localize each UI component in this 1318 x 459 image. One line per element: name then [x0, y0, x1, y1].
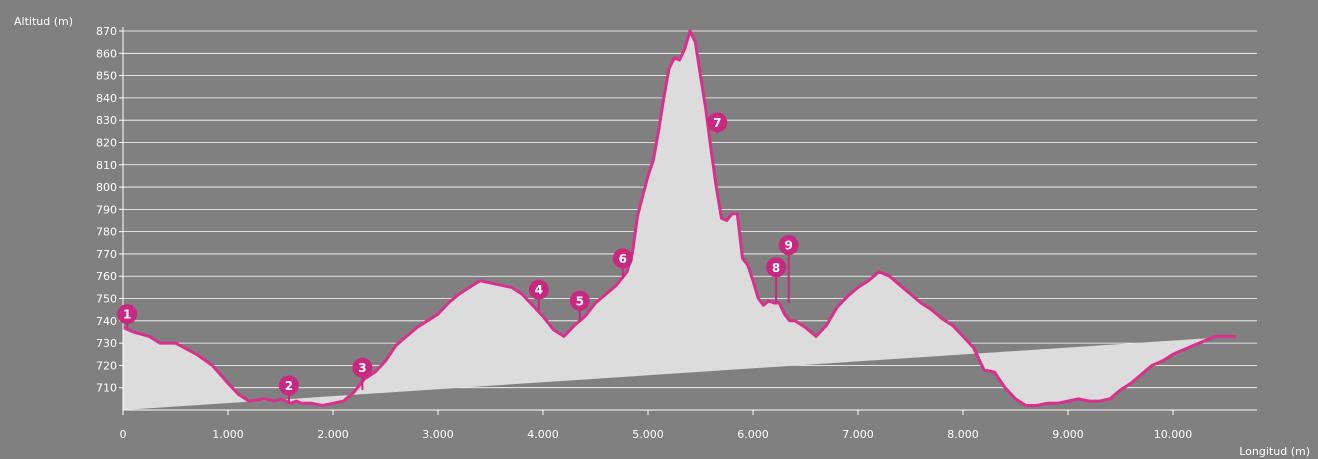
- x-tick-label: 10.000: [1154, 428, 1193, 441]
- marker-circle: [707, 112, 728, 133]
- x-tick-label: 7.000: [842, 428, 874, 441]
- x-tick-label: 8.000: [947, 428, 979, 441]
- elevation-area: [122, 29, 1236, 410]
- y-tick-label: 720: [96, 359, 117, 372]
- y-tick-label: 750: [96, 293, 117, 306]
- x-tick-label: 9.000: [1052, 428, 1084, 441]
- y-tick-label: 770: [96, 248, 117, 261]
- y-tick-label: 740: [96, 315, 117, 328]
- y-axis-label: Altitud (m): [14, 15, 73, 28]
- marker-circle: [612, 248, 633, 269]
- waypoint-marker: 4: [528, 279, 549, 310]
- marker-label: 1: [123, 308, 131, 322]
- y-tick-label: 840: [96, 92, 117, 105]
- elevation-fill: [123, 31, 1236, 410]
- marker-circle: [117, 304, 138, 325]
- y-tick-label: 780: [96, 226, 117, 239]
- waypoint-marker: 5: [569, 290, 590, 321]
- x-tick-label: 6.000: [737, 428, 769, 441]
- x-tick-label: 4.000: [527, 428, 559, 441]
- x-tick-labels: 0 1.000 2.000 3.000 4.000 5.000 6.000 7.000 8.00…: [120, 410, 1193, 441]
- marker-circle: [528, 279, 549, 300]
- marker-label: 9: [785, 239, 793, 253]
- marker-circle: [778, 235, 799, 256]
- marker-circle: [569, 290, 590, 311]
- marker-circle: [278, 375, 299, 396]
- y-tick-label: 850: [96, 70, 117, 83]
- x-axis-label: Longitud (m): [1239, 445, 1310, 458]
- waypoint-markers: 1 2 3 4 5 6 7 89: [117, 112, 799, 404]
- elevation-line: [122, 29, 1236, 407]
- marker-label: 2: [285, 379, 293, 393]
- y-tick-label: 710: [96, 382, 117, 395]
- y-tick-label: 870: [96, 25, 117, 38]
- x-tick-label: 5.000: [632, 428, 664, 441]
- y-tick-label: 820: [96, 136, 117, 149]
- marker-circle: [766, 257, 787, 278]
- x-tick-label: 1.000: [212, 428, 244, 441]
- y-tick-labels: 710 720 730 740 750 760 770 780 790 800 810 820 830 8…: [96, 25, 117, 395]
- x-tick-label: 2.000: [317, 428, 349, 441]
- waypoint-marker: 9: [778, 235, 799, 303]
- y-tick-label: 760: [96, 270, 117, 283]
- marker-label: 6: [619, 252, 627, 266]
- y-tick-label: 810: [96, 159, 117, 172]
- waypoint-marker: 7: [707, 112, 728, 134]
- waypoint-marker: 6: [612, 248, 633, 279]
- marker-label: 5: [576, 294, 584, 308]
- marker-circle: [352, 357, 373, 378]
- waypoint-marker: 8: [766, 257, 787, 303]
- waypoint-marker: 3: [352, 357, 373, 390]
- marker-label: 4: [535, 283, 543, 297]
- y-tick-label: 860: [96, 47, 117, 60]
- marker-label: 3: [358, 361, 366, 375]
- y-tick-label: 830: [96, 114, 117, 127]
- y-tick-label: 730: [96, 337, 117, 350]
- x-tick-label: 0: [120, 428, 127, 441]
- waypoint-marker: 1: [117, 304, 138, 328]
- y-tick-label: 800: [96, 181, 117, 194]
- marker-label: 7: [713, 116, 721, 130]
- x-tick-label: 3.000: [422, 428, 454, 441]
- marker-label: 8: [772, 261, 780, 275]
- waypoint-marker: 2: [278, 375, 299, 404]
- y-tick-label: 790: [96, 203, 117, 216]
